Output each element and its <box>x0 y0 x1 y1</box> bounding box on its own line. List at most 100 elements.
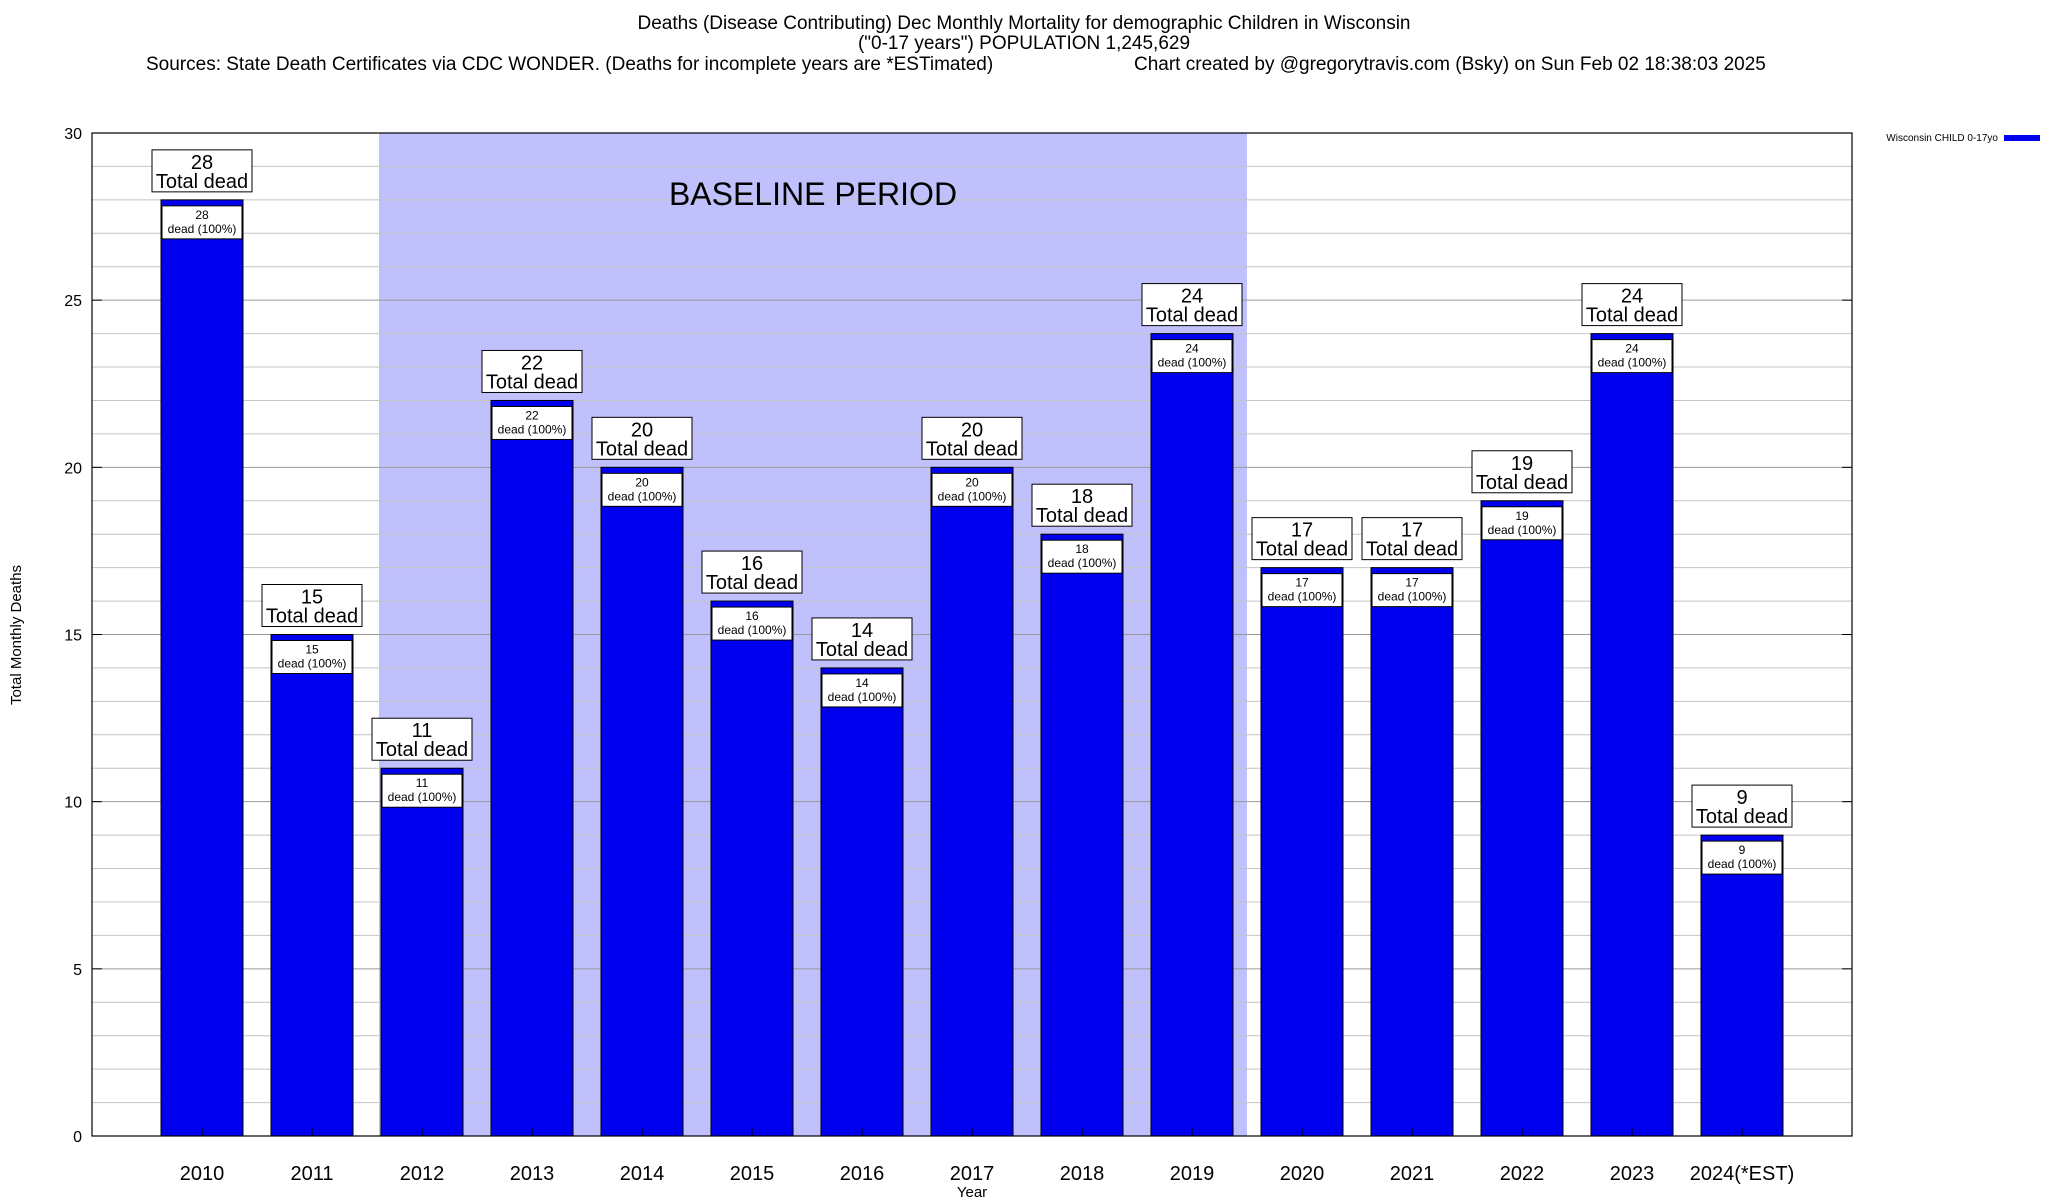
x-tick-label: 2016 <box>840 1163 885 1185</box>
bar-total-value-label: 19 <box>1511 453 1533 475</box>
bar-inner-label-box <box>491 405 573 440</box>
x-tick-label: 2015 <box>730 1163 775 1185</box>
x-tick-label: 2017 <box>950 1163 995 1185</box>
bar-total-dead-label: Total dead <box>156 171 248 193</box>
bar-inner-percent-label: dead (100%) <box>608 489 677 503</box>
bar-inner-value-label: 14 <box>855 676 869 690</box>
bar-total-value-label: 9 <box>1736 787 1747 809</box>
bar-total-dead-label: Total dead <box>266 606 358 628</box>
bar-inner-value-label: 20 <box>635 475 649 489</box>
bar-inner-label-box <box>1371 573 1453 608</box>
bar-inner-percent-label: dead (100%) <box>828 690 897 704</box>
bar <box>1370 567 1454 1137</box>
bar-total-dead-label: Total dead <box>816 639 908 661</box>
bar-total-value-label: 14 <box>851 620 873 642</box>
bar-inner-value-label: 11 <box>416 776 429 790</box>
bar <box>270 634 354 1137</box>
bar-inner-label-box <box>381 773 463 808</box>
bar-inner-label-box <box>1481 506 1563 541</box>
bar <box>710 600 794 1137</box>
bar-inner-label-box <box>1591 339 1673 374</box>
bar-total-dead-label: Total dead <box>1586 305 1678 327</box>
bar-total-value-label: 24 <box>1621 286 1643 308</box>
bar-inner-percent-label: dead (100%) <box>718 623 787 637</box>
bar-inner-value-label: 18 <box>1075 542 1089 556</box>
bar-inner-value-label: 16 <box>745 609 759 623</box>
bar <box>820 667 904 1137</box>
y-axis-label: Total Monthly Deaths <box>8 565 25 705</box>
x-tick-label: 2022 <box>1500 1163 1545 1185</box>
y-tick-label: 0 <box>73 1129 82 1146</box>
bar-inner-label-box <box>1151 339 1233 374</box>
bar-inner-percent-label: dead (100%) <box>1378 590 1447 604</box>
bar-total-value-label: 20 <box>961 419 983 441</box>
bar-inner-label-box <box>1261 573 1343 608</box>
bar-inner-label-box <box>161 205 243 240</box>
bar-total-dead-label: Total dead <box>596 438 688 460</box>
x-tick-label: 2010 <box>180 1163 225 1185</box>
chart-title: Deaths (Disease Contributing) Dec Monthl… <box>637 13 1411 34</box>
bar-inner-value-label: 20 <box>965 475 979 489</box>
bar-top-label-box <box>1031 483 1133 527</box>
bar <box>160 199 244 1137</box>
bar <box>930 466 1014 1137</box>
x-tick-label: 2021 <box>1390 1163 1435 1185</box>
bar <box>1040 533 1124 1137</box>
bar-top-label-box <box>1251 517 1353 561</box>
bar-inner-percent-label: dead (100%) <box>168 222 237 236</box>
bar-inner-percent-label: dead (100%) <box>388 790 457 804</box>
bar-total-value-label: 22 <box>521 352 543 374</box>
bar <box>1150 333 1234 1137</box>
bar-inner-percent-label: dead (100%) <box>1158 356 1227 370</box>
bar-total-dead-label: Total dead <box>1146 305 1238 327</box>
x-axis-label: Year <box>957 1184 987 1200</box>
x-tick-label: 2011 <box>290 1163 333 1185</box>
bar-inner-value-label: 22 <box>525 408 539 422</box>
bar-top-label-box <box>261 584 363 627</box>
bar-top-label-box <box>371 717 473 761</box>
x-tick-label: 2014 <box>620 1163 665 1185</box>
bar-total-value-label: 17 <box>1401 520 1423 542</box>
credit-note: Chart created by @gregorytravis.com (Bsk… <box>1134 54 1766 75</box>
bar-inner-percent-label: dead (100%) <box>938 489 1007 503</box>
baseline-period-label: BASELINE PERIOD <box>669 176 957 212</box>
bar-inner-value-label: 24 <box>1185 342 1199 356</box>
bar-inner-label-box <box>1041 539 1123 574</box>
bar-total-dead-label: Total dead <box>486 371 578 393</box>
chart-subtitle: ("0-17 years") POPULATION 1,245,629 <box>857 33 1191 54</box>
bar-total-value-label: 20 <box>631 419 653 441</box>
bar-inner-percent-label: dead (100%) <box>1708 857 1777 871</box>
bar-inner-percent-label: dead (100%) <box>1268 590 1337 604</box>
bar-total-dead-label: Total dead <box>1696 806 1788 828</box>
x-tick-label: 2012 <box>400 1163 445 1185</box>
bar-inner-label-box <box>601 472 683 507</box>
bar-total-value-label: 17 <box>1291 520 1313 542</box>
bar-top-label-box <box>701 550 803 594</box>
bar-top-label-box <box>1581 283 1683 327</box>
bar-total-dead-label: Total dead <box>926 438 1018 460</box>
bar-total-value-label: 24 <box>1181 286 1203 308</box>
bar <box>1260 567 1344 1137</box>
bar-total-dead-label: Total dead <box>376 739 468 761</box>
bar <box>380 767 464 1137</box>
bar-total-value-label: 16 <box>741 553 763 575</box>
x-tick-label: 2023 <box>1610 1163 1655 1185</box>
bar-inner-label-box <box>931 472 1013 507</box>
bar-inner-label-box <box>1701 840 1783 875</box>
bar-top-label-box <box>1361 517 1463 561</box>
bar-inner-value-label: 9 <box>1739 843 1746 857</box>
bar <box>1590 333 1674 1137</box>
y-tick-label: 20 <box>64 460 82 477</box>
bar <box>600 466 684 1137</box>
bar <box>490 399 574 1137</box>
bar-inner-value-label: 24 <box>1625 342 1639 356</box>
bar-inner-label-box <box>821 673 903 708</box>
bar-top-label-box <box>1471 450 1573 494</box>
bar-top-label-box <box>591 416 693 460</box>
bar-top-label-box <box>921 416 1023 460</box>
bar-top-label-box <box>1691 784 1793 828</box>
bar-top-label-box <box>811 617 913 661</box>
x-tick-label: 2024(*EST) <box>1690 1163 1795 1185</box>
bar-top-label-box <box>1141 283 1243 327</box>
